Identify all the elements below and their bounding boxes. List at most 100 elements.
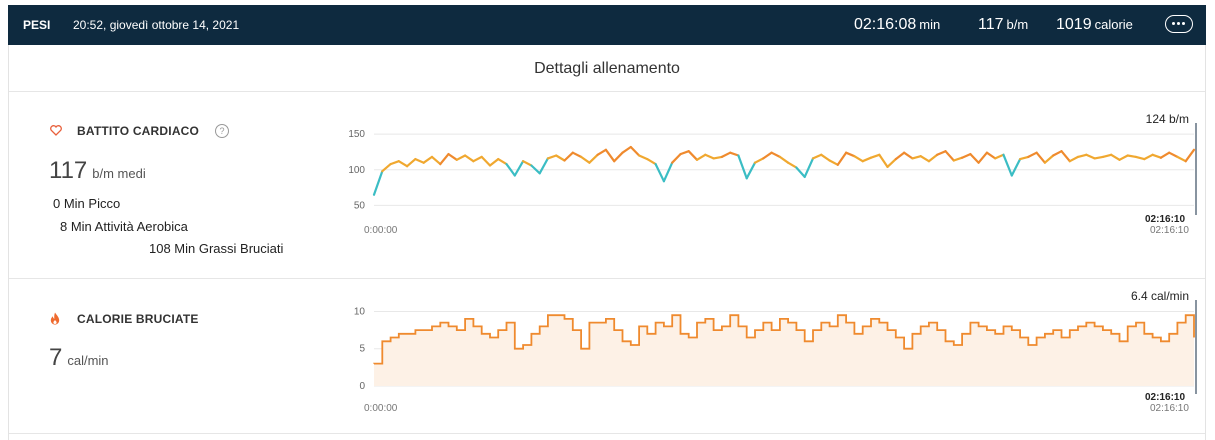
heart-rate-segment	[389, 160, 400, 166]
heart-rate-segment	[712, 155, 723, 160]
heart-rate-segment	[919, 155, 931, 163]
activity-type: PESI	[23, 18, 51, 32]
heart-rate-segment	[695, 153, 707, 161]
workout-header: PESI 20:52, giovedì ottobre 14, 2021 02:…	[8, 5, 1206, 45]
ellipsis-icon	[1182, 22, 1185, 25]
heart-rate-segment	[994, 153, 1005, 160]
heart-rate-segment	[886, 157, 897, 169]
heart-rate-segment	[820, 153, 831, 162]
heart-rate-segment	[1184, 148, 1196, 163]
heart-rate-end-time: 02:16:10	[1150, 225, 1189, 236]
heart-rate-segment	[745, 161, 757, 180]
calories-stat: 1019 calorie	[1056, 16, 1133, 34]
ellipsis-icon	[1177, 22, 1180, 25]
heart-rate-chart[interactable]: 50 100 150	[339, 123, 1199, 215]
divider	[9, 433, 1205, 434]
heart-rate-segment	[1118, 154, 1129, 161]
heart-rate-start-time: 0:00:00	[364, 225, 398, 236]
heart-rate-segment	[803, 157, 815, 179]
section-title: Dettagli allenamento	[534, 60, 680, 77]
heart-rate-segment	[505, 162, 516, 177]
heart-rate-segment	[1126, 154, 1138, 159]
heart-rate-segment	[662, 161, 674, 183]
calories-title: CALORIE BRUCIATE	[77, 312, 199, 326]
heart-rate-segment	[952, 156, 964, 162]
heart-rate-segment	[472, 155, 483, 163]
heart-rate-segment	[960, 153, 972, 159]
calories-start-time: 0:00:00	[364, 403, 398, 414]
calories-current: 6.4 cal/min	[1130, 289, 1189, 303]
heart-rate-segment	[1076, 153, 1088, 159]
workout-details-panel: Dettagli allenamento BATTITO CARDIACO ? …	[8, 45, 1206, 440]
heart-rate-segment	[1060, 150, 1071, 163]
heart-rate-segment	[447, 153, 458, 161]
heart-rate-segment	[638, 154, 649, 161]
heart-rate-title: BATTITO CARDIACO	[77, 124, 200, 138]
heart-rate-segment	[762, 151, 773, 160]
duration-unit: min	[919, 17, 941, 32]
calories-average: 7 cal/min	[49, 344, 109, 372]
y-tick-label: 100	[348, 165, 365, 176]
calories-end-time: 02:16:10	[1150, 403, 1189, 414]
heart-rate-segment	[538, 157, 549, 175]
heart-rate-segment	[1134, 155, 1146, 161]
heart-rate-average-unit: b/m medi	[92, 166, 146, 181]
heart-rate-segment	[679, 150, 690, 156]
heart-rate-segment	[405, 157, 417, 168]
heart-rate-segment	[770, 151, 781, 159]
heart-rate-segment	[1168, 151, 1179, 159]
heart-rate-segment	[488, 157, 500, 167]
heart-rate-segment	[869, 153, 881, 159]
heart-rate-segment	[861, 156, 873, 163]
calories-average-unit: cal/min	[67, 353, 109, 368]
heart-rate-segment	[1052, 150, 1063, 157]
heart-rate-segment	[845, 151, 856, 158]
y-tick-label: 150	[348, 129, 365, 140]
calories-series-line	[373, 314, 1195, 365]
heart-rate-segment	[654, 162, 665, 183]
y-tick-label: 5	[359, 344, 365, 355]
heart-rate-segment	[555, 154, 566, 162]
workout-datetime: 20:52, giovedì ottobre 14, 2021	[73, 18, 240, 32]
heart-rate-segment	[729, 151, 740, 157]
heart-rate-segment	[704, 153, 715, 160]
heart-rate-segment	[497, 157, 508, 166]
help-icon[interactable]: ?	[215, 124, 229, 138]
heart-rate-segment	[936, 150, 947, 156]
heart-rate-segment	[430, 155, 442, 166]
heart-rate-segment	[894, 151, 906, 161]
heart-rate-value: 117	[978, 16, 1004, 33]
y-tick-label: 50	[354, 200, 366, 211]
heart-rate-segment	[480, 155, 492, 167]
heart-rate-segment	[853, 155, 864, 163]
zone-fat-burn: 108 Min Grassi Bruciati	[149, 241, 284, 256]
heart-rate-average: 117 b/m medi	[49, 157, 146, 185]
heart-rate-segment	[455, 154, 467, 161]
calories-chart[interactable]: 0 5 10	[339, 300, 1199, 394]
heart-rate-segment	[878, 153, 889, 169]
heart-rate-segment	[811, 153, 823, 160]
heart-rate-segment	[463, 154, 475, 163]
heart-rate-segment	[944, 150, 955, 162]
heart-rate-segment	[1151, 153, 1163, 159]
heart-rate-segment	[530, 164, 541, 175]
heart-rate-segment	[1035, 151, 1047, 164]
heart-rate-segment	[1110, 153, 1121, 161]
heart-rate-segment	[1101, 153, 1113, 159]
heart-rate-unit: b/m	[1006, 17, 1029, 32]
zone-peak: 0 Min Picco	[53, 196, 121, 211]
heart-rate-segment	[372, 170, 384, 196]
heart-rate-segment	[836, 151, 848, 166]
heart-rate-segment	[1176, 155, 1187, 163]
heart-rate-segment	[795, 166, 806, 179]
more-options-button[interactable]	[1165, 15, 1193, 33]
duration-value: 02:16:08	[854, 16, 917, 33]
heart-rate-segment	[787, 161, 798, 169]
heart-rate-stat: 117 b/m	[978, 16, 1028, 34]
heart-rate-segment	[1002, 153, 1013, 177]
heart-rate-segment	[422, 155, 434, 164]
calories-average-value: 7	[49, 344, 63, 371]
heart-icon	[50, 125, 62, 136]
heart-rate-segment	[1010, 157, 1022, 177]
heart-rate-segment	[1093, 155, 1105, 160]
